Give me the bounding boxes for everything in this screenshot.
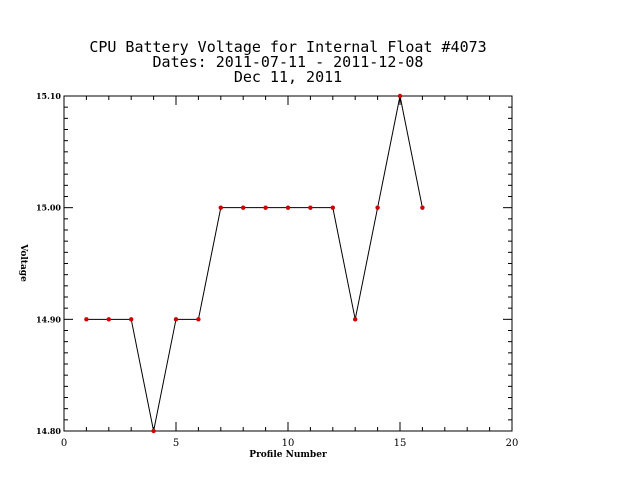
data-point	[151, 428, 156, 434]
y-axis-label: Voltage	[18, 243, 28, 282]
x-tick-label: 0	[61, 438, 67, 449]
data-point	[241, 205, 246, 210]
x-tick-label: 10	[282, 438, 295, 449]
y-tick-label: 15.00	[36, 203, 61, 213]
x-tick-label: 5	[173, 438, 179, 449]
data-point	[353, 317, 358, 322]
chart-title-line-2: Dates: 2011-07-11 - 2011-12-08	[153, 53, 424, 71]
data-point	[375, 205, 380, 210]
data-point	[196, 317, 201, 322]
data-point	[106, 317, 112, 322]
x-tick-labels: 0 5 10 15 20	[61, 438, 519, 449]
x-tick-label: 15	[394, 438, 407, 449]
data-point	[218, 205, 223, 210]
chart-title-line-3: Dec 11, 2011	[234, 68, 342, 86]
data-point	[263, 205, 268, 210]
y-tick-label: 14.80	[36, 426, 61, 436]
plot-frame	[63, 95, 513, 432]
y-tick-label: 15.10	[36, 91, 61, 101]
data-point	[285, 205, 291, 210]
series-group	[84, 93, 425, 434]
x-tick-label: 20	[506, 438, 519, 449]
data-point	[330, 205, 335, 210]
data-point	[84, 317, 89, 322]
x-axis-label: Profile Number	[249, 450, 327, 460]
y-tick-labels: 14.80 14.90 15.00 15.10	[36, 91, 61, 436]
data-point	[173, 317, 179, 322]
y-tick-label: 14.90	[36, 314, 61, 324]
series-line	[86, 95, 423, 432]
data-point	[420, 205, 425, 210]
data-point	[397, 93, 403, 99]
data-point	[129, 317, 134, 322]
axis-ticks	[63, 95, 513, 432]
data-point	[308, 205, 313, 210]
chart-title-line-1: CPU Battery Voltage for Internal Float #…	[89, 38, 486, 56]
